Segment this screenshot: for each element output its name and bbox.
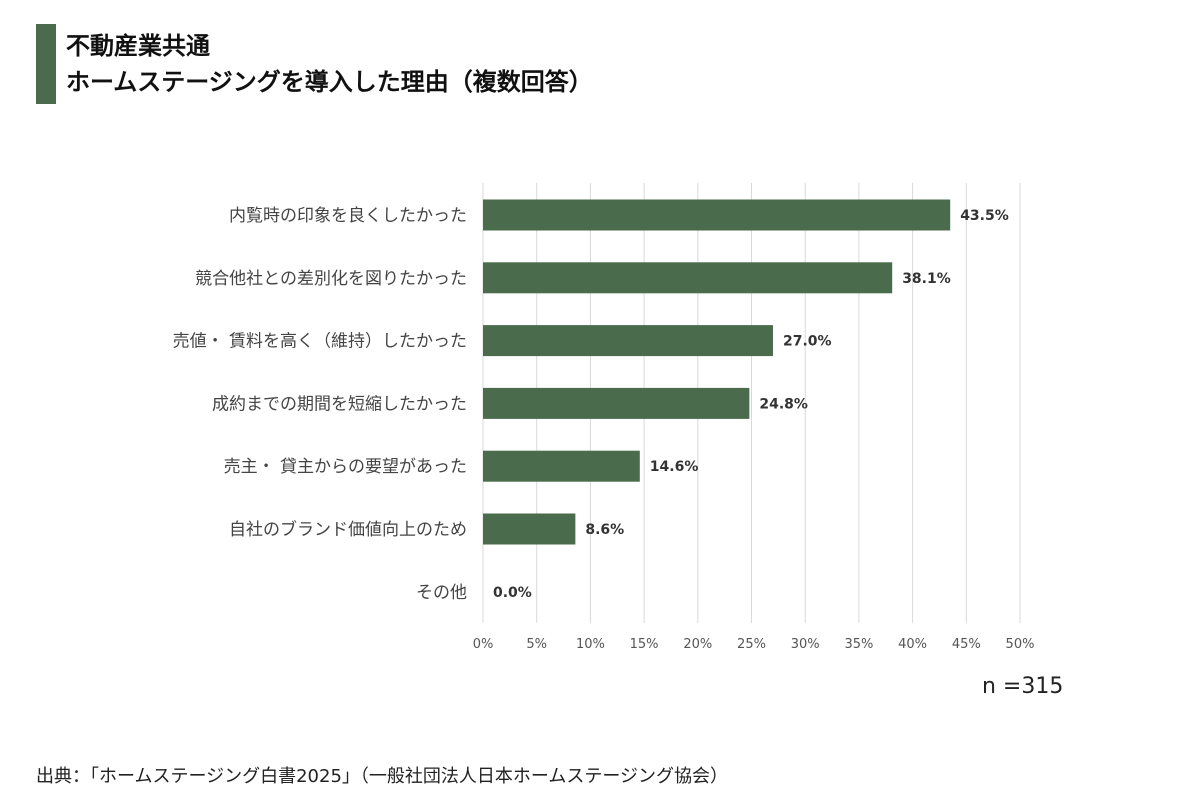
value-label: 0.0% <box>493 585 532 601</box>
x-tick-label: 25% <box>737 637 766 652</box>
title-line-1: 不動産業共通 <box>66 32 210 60</box>
category-label: その他 <box>416 583 467 603</box>
category-label: 成約までの期間を短縮したかった <box>212 394 467 414</box>
x-tick-label: 35% <box>844 637 873 652</box>
x-tick-label: 5% <box>526 637 547 652</box>
x-tick-label: 40% <box>898 637 927 652</box>
category-label: 競合他社との差別化を図りたかった <box>195 269 467 289</box>
value-label: 43.5% <box>960 208 1009 224</box>
bar <box>483 387 750 419</box>
sample-size-label: n =315 <box>982 674 1064 699</box>
value-labels: 43.5% 38.1% 27.0% 24.8% 14.6% 8.6% 0.0% <box>493 208 1009 601</box>
value-label: 14.6% <box>650 459 699 475</box>
x-tick-label: 50% <box>1006 637 1035 652</box>
bar <box>483 262 893 294</box>
x-tick-label: 0% <box>473 637 494 652</box>
x-tick-label: 15% <box>630 637 659 652</box>
x-tick-label: 30% <box>791 637 820 652</box>
page-title: 不動産業共通 ホームステージングを導入した理由（複数回答） <box>66 28 593 100</box>
value-label: 8.6% <box>585 522 624 538</box>
bars <box>483 199 951 545</box>
value-label: 27.0% <box>783 334 832 350</box>
title-accent-bar <box>36 24 56 104</box>
source-citation: 出典：「ホームステージング白書2025」（一般社団法人日本ホームステージング協会… <box>36 766 729 787</box>
x-tick-label: 45% <box>952 637 981 652</box>
x-axis-ticks: 0% 5% 10% 15% 20% 25% 30% 35% 40% 45% 50% <box>473 637 1035 652</box>
title-line-2: ホームステージングを導入した理由（複数回答） <box>66 68 593 96</box>
value-label: 38.1% <box>902 271 951 287</box>
value-label: 24.8% <box>759 396 808 412</box>
category-label: 内覧時の印象を良くしたかった <box>229 206 467 226</box>
x-tick-label: 10% <box>576 637 605 652</box>
bar <box>483 513 576 545</box>
category-label: 自社のブランド価値向上のため <box>229 519 467 540</box>
bar <box>483 450 640 482</box>
bar <box>483 199 951 231</box>
bar <box>483 325 773 357</box>
category-label: 売主・ 貸主からの要望があった <box>224 457 467 477</box>
x-tick-label: 20% <box>683 637 712 652</box>
category-label: 売値・ 賃料を高く（維持）したかった <box>173 332 467 352</box>
